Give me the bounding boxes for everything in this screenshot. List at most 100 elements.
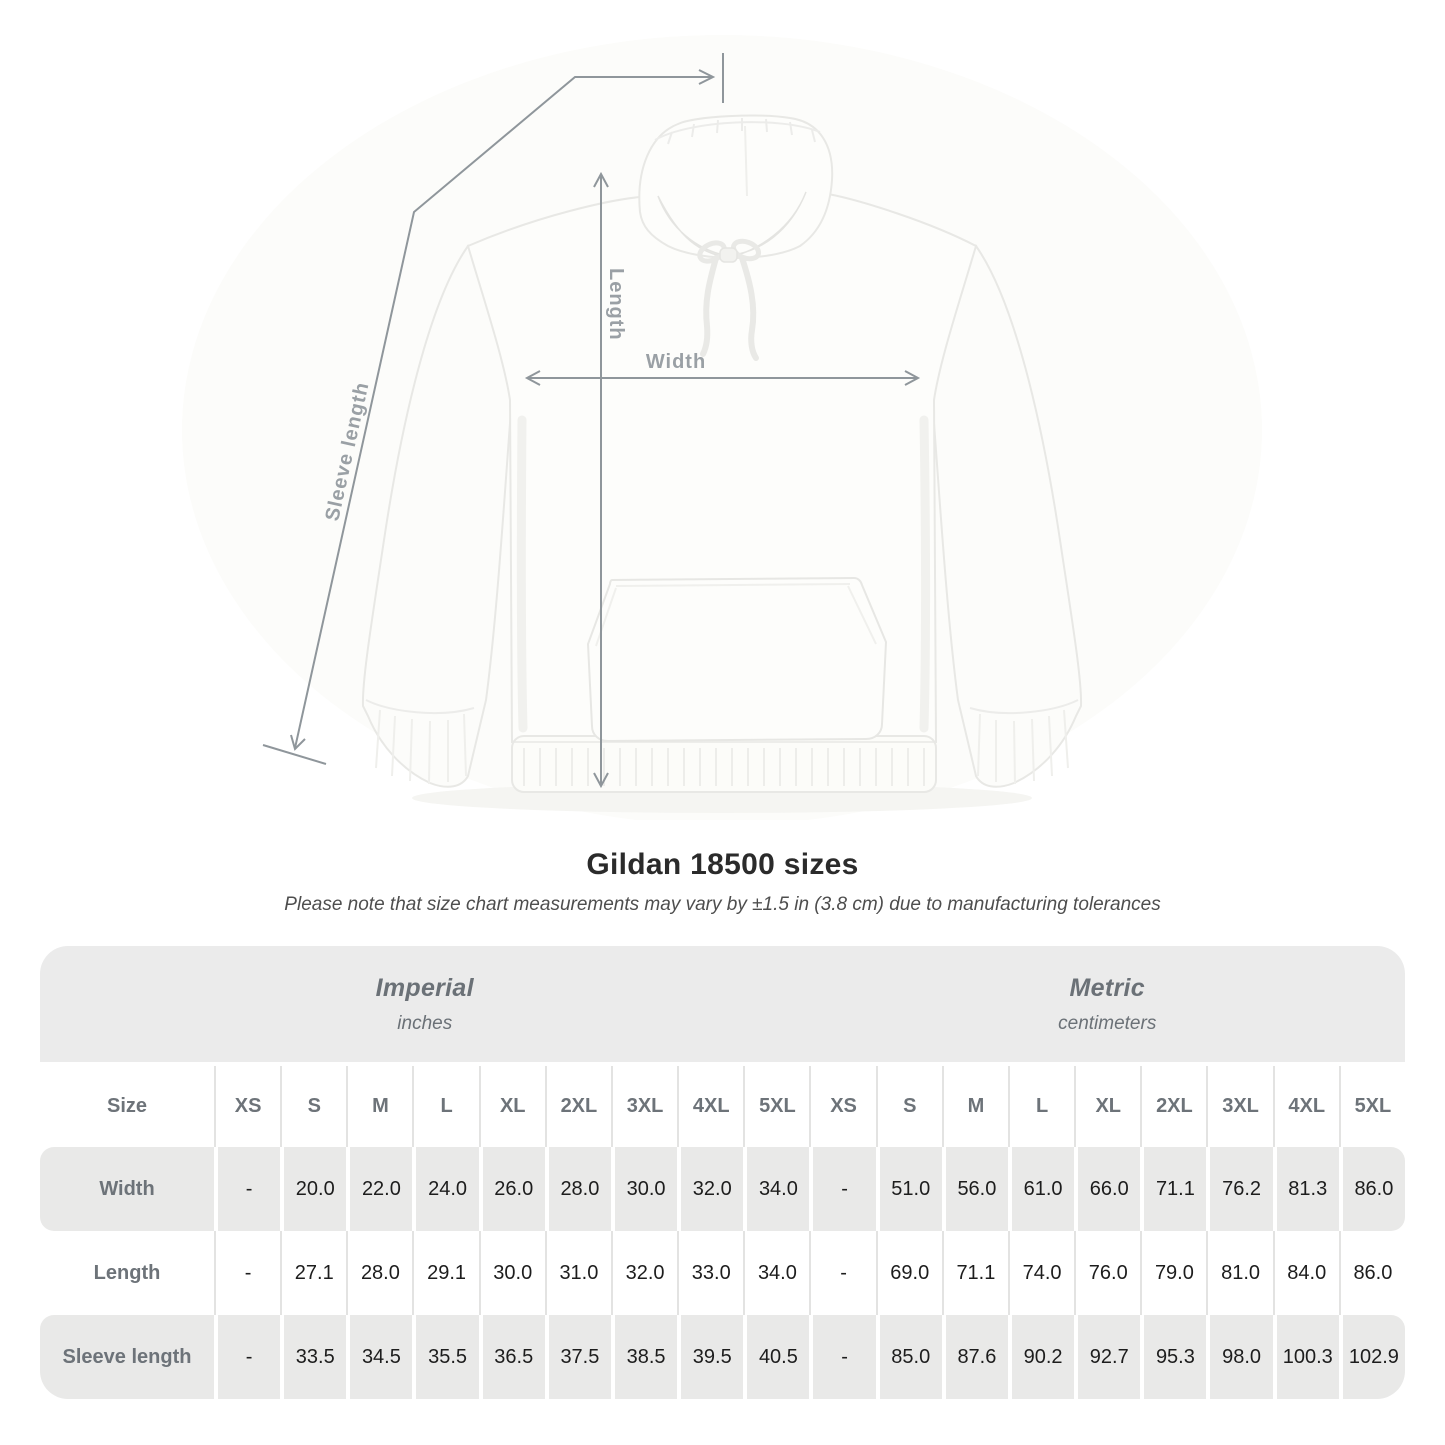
size-header-imperial-4xl: 4XL (677, 1066, 744, 1147)
left-cuff-seam (365, 699, 475, 715)
cell-width-imperial-l: 24.0 (412, 1147, 479, 1231)
cell-width-imperial-s: 20.0 (280, 1147, 347, 1231)
cell-length-metric-5xl: 86.0 (1338, 1231, 1405, 1315)
right-body-shade (919, 415, 930, 733)
cell-width-metric-3xl: 76.2 (1206, 1147, 1273, 1231)
unit-group-imperial: Imperial inches (40, 946, 810, 1066)
cell-sleeve-length-metric-2xl: 95.3 (1140, 1315, 1207, 1399)
width-arrowhead-left (524, 370, 541, 386)
cell-length-imperial-l: 29.1 (412, 1231, 479, 1315)
cell-sleeve-length-metric-3xl: 98.0 (1206, 1315, 1273, 1399)
cell-length-metric-m: 71.1 (941, 1231, 1008, 1315)
pocket-stitching (595, 583, 877, 647)
cell-sleeve-length-imperial-3xl: 38.5 (610, 1315, 678, 1399)
size-header-metric-xl: XL (1074, 1066, 1141, 1147)
page-subtitle: Please note that size chart measurements… (284, 894, 1161, 915)
cell-length-metric-l: 74.0 (1007, 1231, 1075, 1315)
cell-length-metric-xl: 76.0 (1074, 1231, 1141, 1315)
size-header-imperial-5xl: 5XL (743, 1066, 810, 1147)
hood-top-seam (654, 121, 821, 141)
cell-length-imperial-4xl: 33.0 (677, 1231, 744, 1315)
sleeve-end-tick (262, 744, 327, 765)
cell-sleeve-length-metric-s: 85.0 (875, 1315, 942, 1399)
cell-width-imperial-2xl: 28.0 (544, 1147, 611, 1231)
cell-sleeve-length-imperial-s: 33.5 (280, 1315, 347, 1399)
cell-width-metric-4xl: 81.3 (1272, 1147, 1339, 1231)
right-drawstring (739, 255, 759, 361)
cell-sleeve-length-imperial-4xl: 39.5 (677, 1315, 744, 1399)
sleeve-length-line (294, 76, 712, 749)
cell-length-metric-2xl: 79.0 (1140, 1231, 1207, 1315)
row-label-width: Width (40, 1147, 214, 1231)
size-header-metric-4xl: 4XL (1272, 1066, 1339, 1147)
cell-width-imperial-3xl: 30.0 (610, 1147, 678, 1231)
cell-sleeve-length-imperial-xs: - (214, 1315, 281, 1399)
size-header-imperial-3xl: 3XL (610, 1066, 678, 1147)
cell-width-metric-l: 61.0 (1007, 1147, 1075, 1231)
size-header-metric-s: S (875, 1066, 942, 1147)
size-table: Imperial inches Metric centimeters Size X… (40, 946, 1405, 1399)
cell-width-metric-s: 51.0 (875, 1147, 942, 1231)
cell-width-metric-xl: 66.0 (1074, 1147, 1141, 1231)
width-label: Width (646, 351, 706, 373)
size-header-imperial-xs: XS (214, 1066, 281, 1147)
cell-sleeve-length-imperial-5xl: 40.5 (743, 1315, 810, 1399)
size-header-metric-l: L (1007, 1066, 1075, 1147)
measurement-diagram: Length Width Sleeve length (262, 53, 1083, 813)
hem-band (511, 735, 937, 793)
row-label-sleeve-length: Sleeve length (40, 1315, 214, 1399)
cell-sleeve-length-metric-4xl: 100.3 (1272, 1315, 1339, 1399)
width-arrowhead-right (904, 370, 921, 386)
measurement-arrows (262, 53, 921, 789)
cell-width-imperial-xl: 26.0 (478, 1147, 545, 1231)
length-arrowhead-bottom (593, 772, 609, 789)
right-cuff-seam (969, 699, 1079, 715)
sleeve-arrowhead-bottom (290, 734, 306, 751)
size-header-imperial-s: S (280, 1066, 347, 1147)
cell-length-imperial-s: 27.1 (280, 1231, 347, 1315)
size-header-imperial-2xl: 2XL (544, 1066, 611, 1147)
cell-sleeve-length-metric-m: 87.6 (941, 1315, 1008, 1399)
size-header-imperial-l: L (412, 1066, 479, 1147)
title-block: Gildan 18500 sizes Please note that size… (0, 848, 1445, 916)
cell-sleeve-length-metric-xs: - (809, 1315, 876, 1399)
cell-sleeve-length-imperial-l: 35.5 (412, 1315, 479, 1399)
hem-ribs (523, 748, 925, 786)
cell-width-imperial-xs: - (214, 1147, 281, 1231)
cell-length-imperial-xs: - (214, 1231, 281, 1315)
sleeve-arrowhead-top (698, 69, 716, 85)
size-header-imperial-m: M (346, 1066, 413, 1147)
left-cuff-ribs (375, 709, 467, 785)
cell-width-metric-xs: - (809, 1147, 876, 1231)
cell-sleeve-length-imperial-xl: 36.5 (478, 1315, 545, 1399)
cell-sleeve-length-imperial-m: 34.5 (346, 1315, 413, 1399)
left-drawstring (700, 255, 719, 357)
size-header-imperial-xl: XL (478, 1066, 545, 1147)
page-title: Gildan 18500 sizes (586, 848, 859, 881)
hoodie-illustration: Length Width Sleeve length (262, 53, 1083, 813)
size-column-header: Size (40, 1066, 214, 1147)
cell-sleeve-length-metric-l: 90.2 (1007, 1315, 1075, 1399)
cell-width-imperial-4xl: 32.0 (677, 1147, 744, 1231)
cell-width-imperial-5xl: 34.0 (743, 1147, 810, 1231)
hood-gathers (667, 118, 816, 145)
size-header-metric-2xl: 2XL (1140, 1066, 1207, 1147)
left-body-shade (516, 415, 528, 733)
row-label-length: Length (40, 1231, 214, 1315)
cell-width-imperial-m: 22.0 (346, 1147, 413, 1231)
cell-length-imperial-3xl: 32.0 (610, 1231, 678, 1315)
cell-length-imperial-m: 28.0 (346, 1231, 413, 1315)
cell-sleeve-length-metric-xl: 92.7 (1074, 1315, 1141, 1399)
cell-length-imperial-2xl: 31.0 (544, 1231, 611, 1315)
bow-knot (719, 247, 738, 263)
cell-length-metric-s: 69.0 (875, 1231, 942, 1315)
cell-sleeve-length-metric-5xl: 102.9 (1338, 1315, 1405, 1399)
unit-group-label: Metric (1069, 973, 1145, 1002)
unit-group-metric: Metric centimeters (809, 946, 1405, 1066)
cell-length-metric-4xl: 84.0 (1272, 1231, 1339, 1315)
cell-length-imperial-5xl: 34.0 (743, 1231, 810, 1315)
length-label: Length (605, 268, 627, 341)
cell-sleeve-length-imperial-2xl: 37.5 (544, 1315, 611, 1399)
size-header-metric-5xl: 5XL (1338, 1066, 1405, 1147)
cell-width-metric-5xl: 86.0 (1338, 1147, 1405, 1231)
